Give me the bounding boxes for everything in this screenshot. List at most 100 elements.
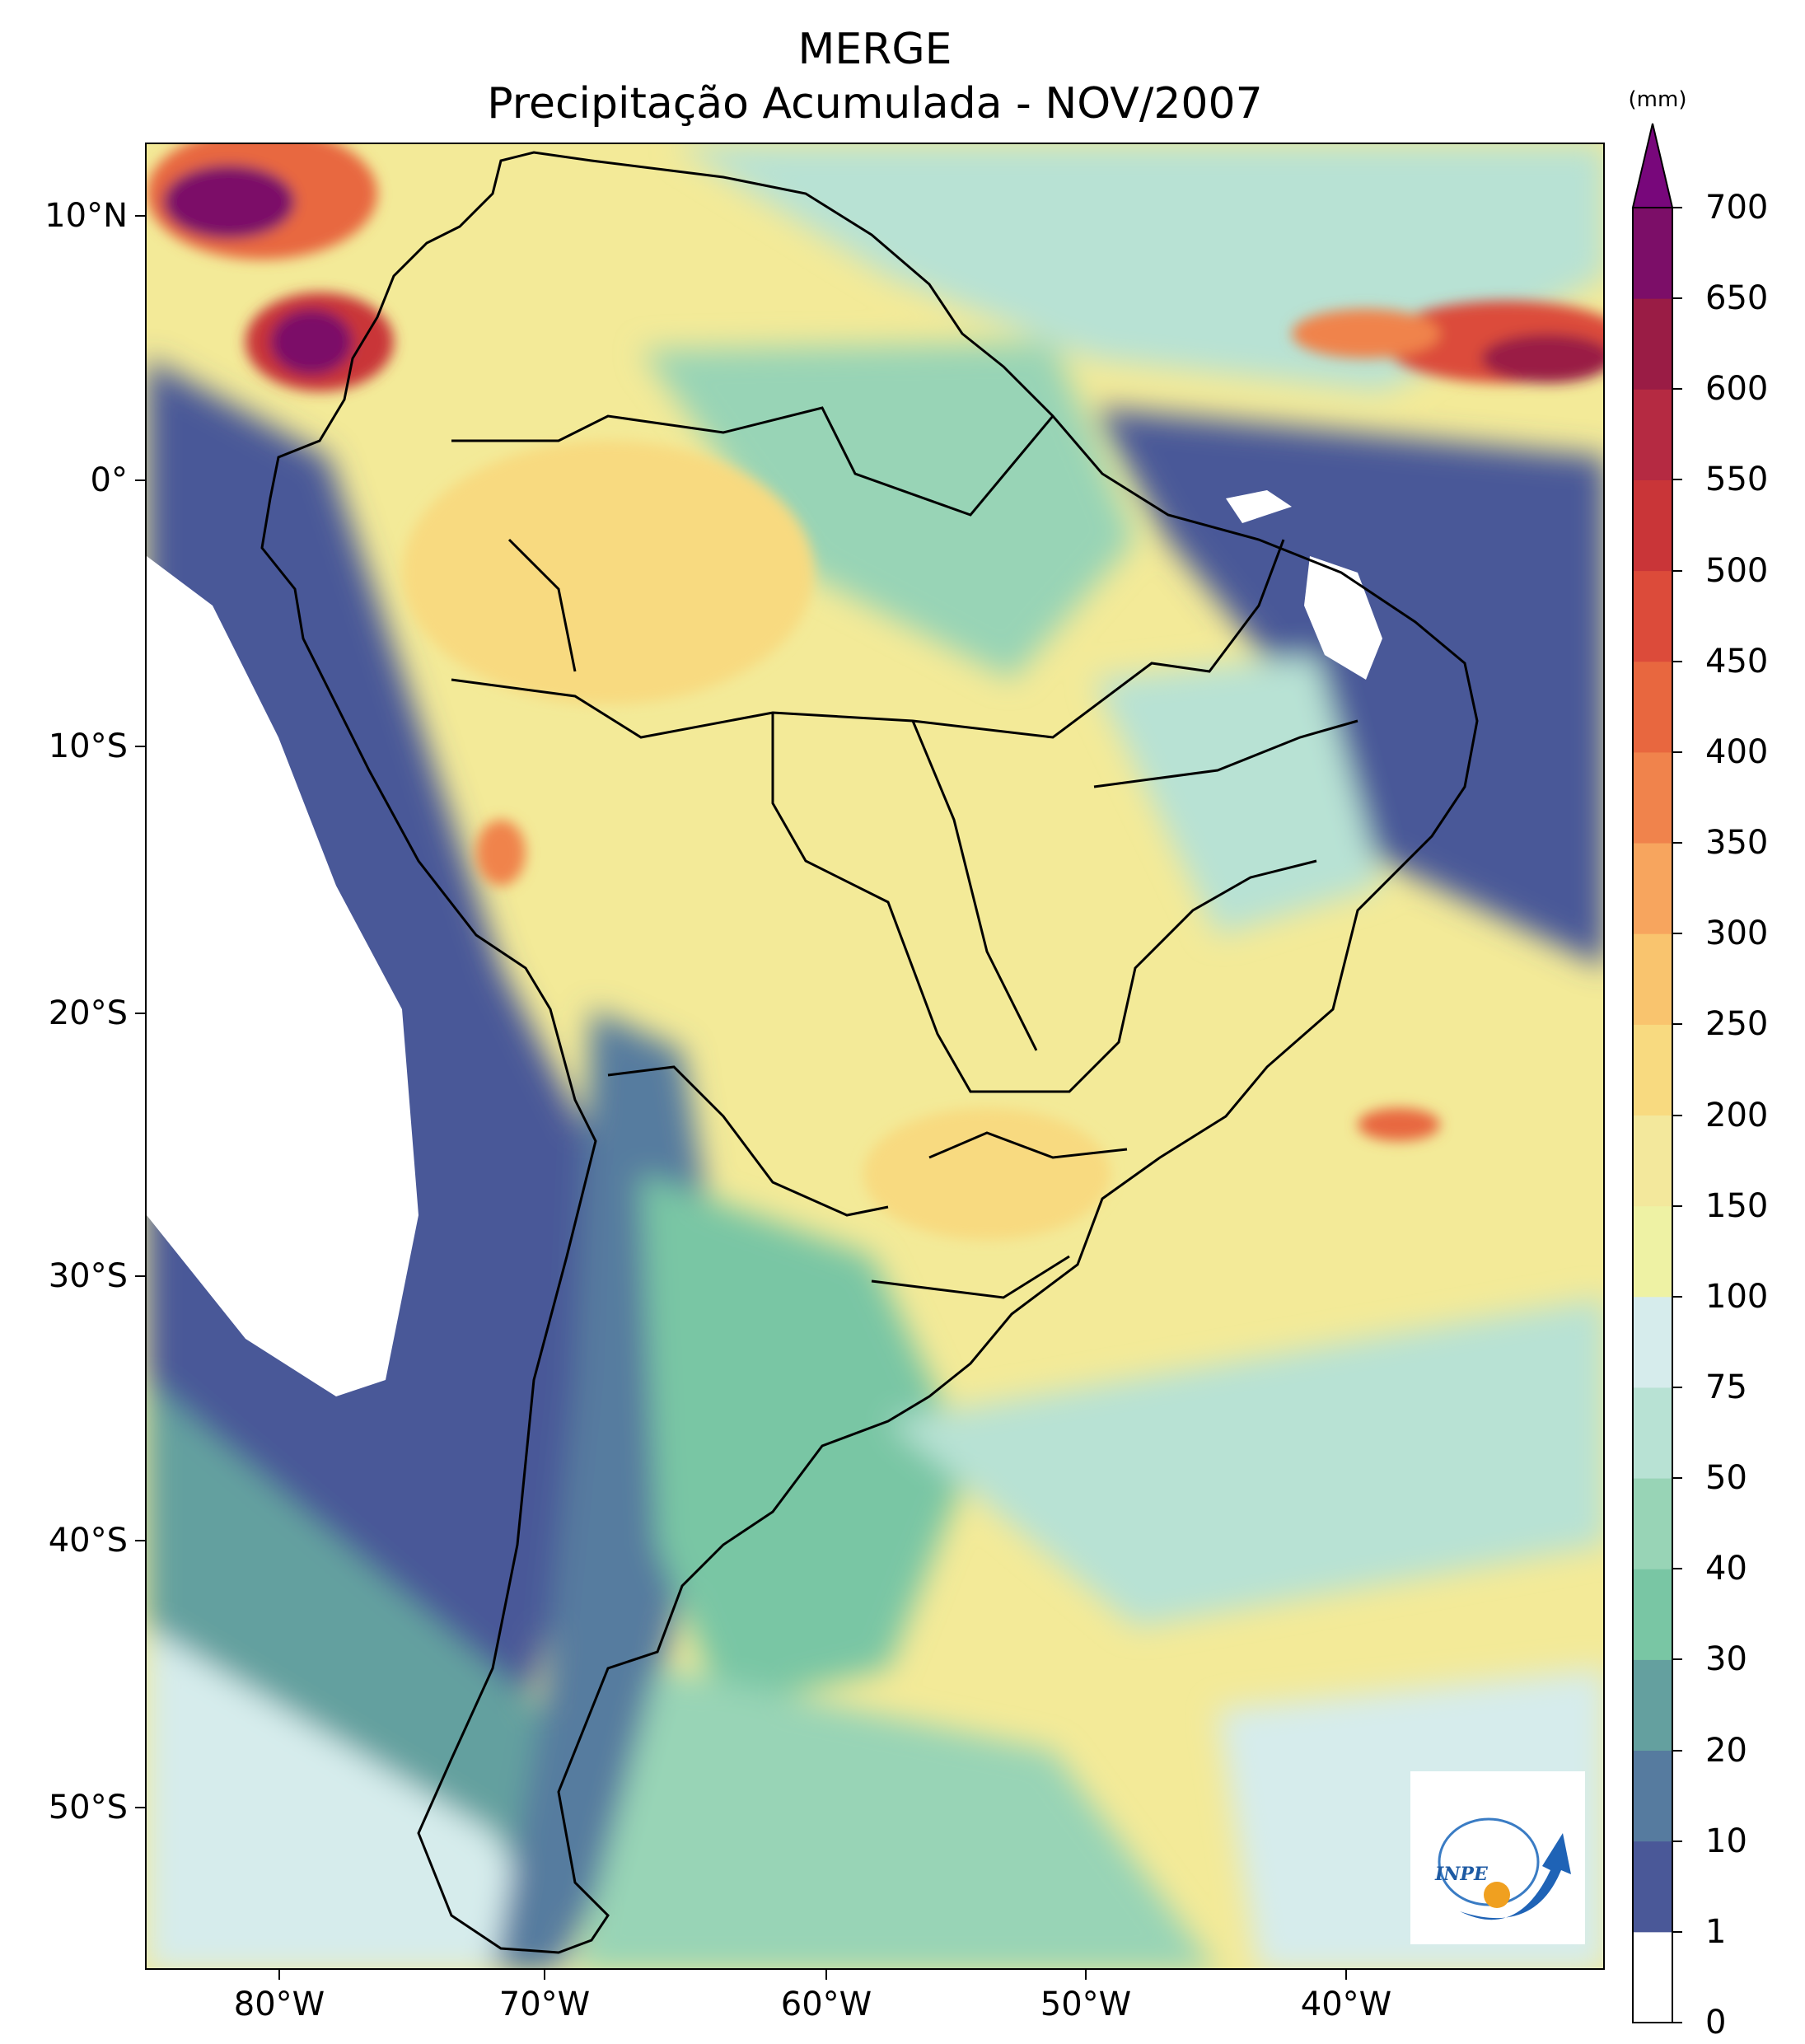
colorbar-tick-label: 700 xyxy=(1705,189,1769,227)
colorbar-tick-mark xyxy=(1672,1477,1682,1480)
colorbar-tick-mark xyxy=(1672,1114,1682,1116)
colorbar-tick-label: 350 xyxy=(1705,824,1769,863)
colorbar-band xyxy=(1633,933,1672,1025)
lat-tick-label: 10°S xyxy=(48,727,128,765)
colorbar-band xyxy=(1633,1931,1672,2023)
colorbar-band xyxy=(1633,751,1672,844)
lat-tick-mark xyxy=(135,1013,145,1014)
colorbar-tick-mark xyxy=(1672,1840,1682,1842)
colorbar-tick-label: 300 xyxy=(1705,914,1769,953)
colorbar-tick-mark xyxy=(1672,1386,1682,1388)
coastline xyxy=(260,151,1479,1954)
lat-tick-label: 20°S xyxy=(48,994,128,1032)
lon-tick-label: 80°W xyxy=(233,1986,325,2023)
lat-tick-label: 40°S xyxy=(48,1522,128,1560)
colorbar-tick-mark xyxy=(1672,569,1682,572)
lat-tick-mark xyxy=(135,1540,145,1541)
dry-patches xyxy=(147,490,1382,1396)
colorbar-band xyxy=(1633,208,1672,299)
lat-tick-label: 50°S xyxy=(48,1789,128,1827)
colorbar-band xyxy=(1633,1387,1672,1479)
colorbar-tick-mark xyxy=(1672,842,1682,844)
colorbar-band xyxy=(1633,1478,1672,1569)
colorbar-tick-mark xyxy=(1672,1204,1682,1207)
lon-tick-label: 40°W xyxy=(1300,1986,1392,2023)
lat-tick-mark xyxy=(135,1275,145,1277)
colorbar-band xyxy=(1633,389,1672,480)
lon-tick-label: 60°W xyxy=(780,1986,872,2023)
map-subtitle: Precipitação Acumulada - NOV/2007 xyxy=(487,79,1263,129)
colorbar-tick-mark xyxy=(1672,751,1682,753)
colorbar-tick-mark xyxy=(1672,1658,1682,1661)
lon-tick-mark xyxy=(1085,1970,1087,1980)
colorbar-band xyxy=(1633,1569,1672,1660)
lat-tick-label: 30°S xyxy=(48,1257,128,1295)
inpe-logo-text: INPE xyxy=(1435,1864,1488,1885)
colorbar-tick-mark xyxy=(1672,388,1682,391)
colorbar-tick-label: 400 xyxy=(1705,732,1769,771)
lat-tick-mark xyxy=(135,1807,145,1808)
colorbar-tick-label: 30 xyxy=(1705,1640,1747,1679)
colorbar-band xyxy=(1633,1841,1672,1933)
lon-tick-mark xyxy=(278,1970,280,1980)
colorbar-tick-label: 600 xyxy=(1705,370,1769,409)
colorbar-tick-label: 50 xyxy=(1705,1459,1747,1498)
colorbar-band xyxy=(1633,298,1672,390)
lat-tick-label: 10°N xyxy=(44,197,128,235)
colorbar-tick-label: 150 xyxy=(1705,1186,1769,1225)
colorbar-band xyxy=(1633,1750,1672,1842)
colorbar-tick-label: 0 xyxy=(1705,2004,1727,2042)
lon-tick-mark xyxy=(544,1970,545,1980)
colorbar-band xyxy=(1633,661,1672,753)
colorbar-band xyxy=(1633,1659,1672,1752)
colorbar-tick-label: 650 xyxy=(1705,279,1769,318)
colorbar-band xyxy=(1633,1296,1672,1388)
lat-tick-label: 0° xyxy=(90,461,128,499)
colorbar-tick-label: 40 xyxy=(1705,1550,1747,1588)
lat-tick-mark xyxy=(135,479,145,481)
inpe-logo: INPE xyxy=(1410,1771,1585,1944)
colorbar xyxy=(1631,123,1674,2023)
colorbar-tick-mark xyxy=(1672,479,1682,481)
colorbar-unit: (mm) xyxy=(1628,87,1687,112)
map-title: MERGE xyxy=(797,25,952,74)
colorbar-tick-label: 500 xyxy=(1705,551,1769,590)
colorbar-band xyxy=(1633,479,1672,572)
colorbar-tick-mark xyxy=(1672,933,1682,935)
colorbar-tick-label: 10 xyxy=(1705,1822,1747,1860)
colorbar-tick-mark xyxy=(1672,2022,1682,2023)
lon-tick-label: 50°W xyxy=(1040,1986,1132,2023)
colorbar-tick-mark xyxy=(1672,1568,1682,1570)
colorbar-tick-mark xyxy=(1672,660,1682,662)
colorbar-tick-mark xyxy=(1672,1023,1682,1026)
colorbar-tick-label: 250 xyxy=(1705,1005,1769,1044)
colorbar-tick-label: 200 xyxy=(1705,1096,1769,1134)
colorbar-tick-mark xyxy=(1672,1295,1682,1298)
lat-tick-mark xyxy=(135,215,145,217)
colorbar-extend-arrow xyxy=(1631,123,1674,208)
inpe-logo-graphic xyxy=(1438,1817,1571,1920)
colorbar-tick-label: 450 xyxy=(1705,642,1769,681)
map-svg xyxy=(147,144,1603,1968)
precip-highs xyxy=(147,144,1603,1240)
lon-tick-mark xyxy=(825,1970,827,1980)
colorbar-band xyxy=(1633,1024,1672,1116)
colorbar-tick-mark xyxy=(1672,297,1682,300)
lat-tick-mark xyxy=(135,746,145,747)
colorbar-tick-mark xyxy=(1672,207,1682,208)
colorbar-tick-mark xyxy=(1672,1930,1682,1933)
colorbar-tick-label: 550 xyxy=(1705,461,1769,499)
colorbar-band xyxy=(1633,843,1672,934)
colorbar-band xyxy=(1633,570,1672,662)
colorbar-tick-label: 100 xyxy=(1705,1277,1769,1316)
colorbar-tick-label: 20 xyxy=(1705,1731,1747,1770)
colorbar-tick-label: 75 xyxy=(1705,1368,1747,1406)
colorbar-band xyxy=(1633,1205,1672,1298)
lon-tick-label: 70°W xyxy=(498,1986,591,2023)
colorbar-tick-mark xyxy=(1672,1749,1682,1752)
colorbar-tick-label: 1 xyxy=(1705,1912,1727,1951)
lon-tick-mark xyxy=(1345,1970,1347,1980)
colorbar-bands xyxy=(1632,207,1673,2023)
precipitation-map xyxy=(145,143,1605,1970)
colorbar-band xyxy=(1633,1115,1672,1207)
